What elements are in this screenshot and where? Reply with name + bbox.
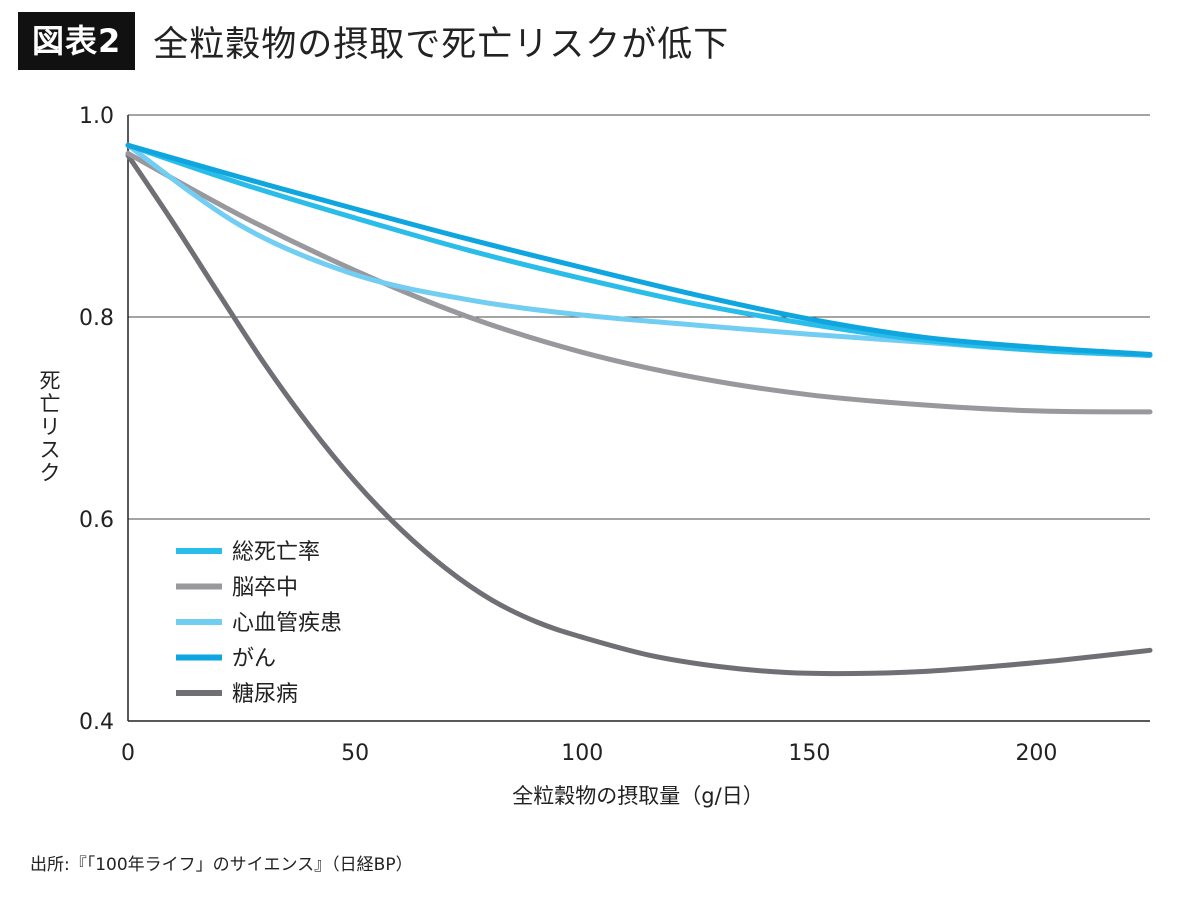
series-line-2 bbox=[125, 150, 1153, 415]
y-tick-label: 0.6 bbox=[79, 508, 114, 533]
y-tick-label: 0.4 bbox=[79, 710, 114, 735]
chart-title: 全粒穀物の摂取で死亡リスクが低下 bbox=[153, 24, 730, 65]
y-axis-title-char: 亡 bbox=[40, 392, 61, 416]
source-note: 出所:『「100年ライフ」のサイエンス』（日経BP） bbox=[30, 855, 413, 875]
title-bar: 図表2 全粒穀物の摂取で死亡リスクが低下 bbox=[18, 12, 729, 70]
x-tick-label: 50 bbox=[341, 741, 369, 766]
series-line-4 bbox=[125, 142, 1153, 357]
legend-label: 心血管疾患 bbox=[232, 611, 342, 636]
legend-label: 糖尿病 bbox=[232, 682, 298, 707]
axes bbox=[127, 115, 1150, 722]
series-lines bbox=[125, 142, 1153, 677]
y-axis-title-char: ス bbox=[40, 438, 61, 462]
x-axis-title: 全粒穀物の摂取量（g/日） bbox=[512, 784, 763, 808]
y-axis-title: 死亡リスク bbox=[40, 369, 61, 485]
tick-labels: 0.4 0.6 0.8 1.0 0 50 100 150 200 bbox=[79, 104, 1057, 766]
series-line-3 bbox=[125, 142, 1153, 358]
x-tick-label: 0 bbox=[121, 741, 135, 766]
x-tick-label: 100 bbox=[561, 741, 603, 766]
series-line-1 bbox=[125, 142, 1153, 358]
y-tick-label: 0.8 bbox=[79, 306, 114, 331]
y-axis-title-char: リ bbox=[40, 415, 61, 439]
legend-label: 総死亡率 bbox=[232, 540, 320, 565]
y-axis-title-char: ク bbox=[40, 461, 61, 485]
x-tick-label: 200 bbox=[1015, 741, 1057, 766]
series-line-5 bbox=[125, 152, 1153, 677]
y-tick-label: 1.0 bbox=[79, 104, 114, 129]
figure-number-badge: 図表2 bbox=[18, 12, 136, 70]
legend-label: がん bbox=[232, 647, 276, 672]
legend-label: 脳卒中 bbox=[232, 576, 298, 601]
y-axis-title-char: 死 bbox=[40, 369, 61, 393]
grid-lines bbox=[128, 114, 1150, 520]
x-tick-label: 150 bbox=[788, 741, 830, 766]
